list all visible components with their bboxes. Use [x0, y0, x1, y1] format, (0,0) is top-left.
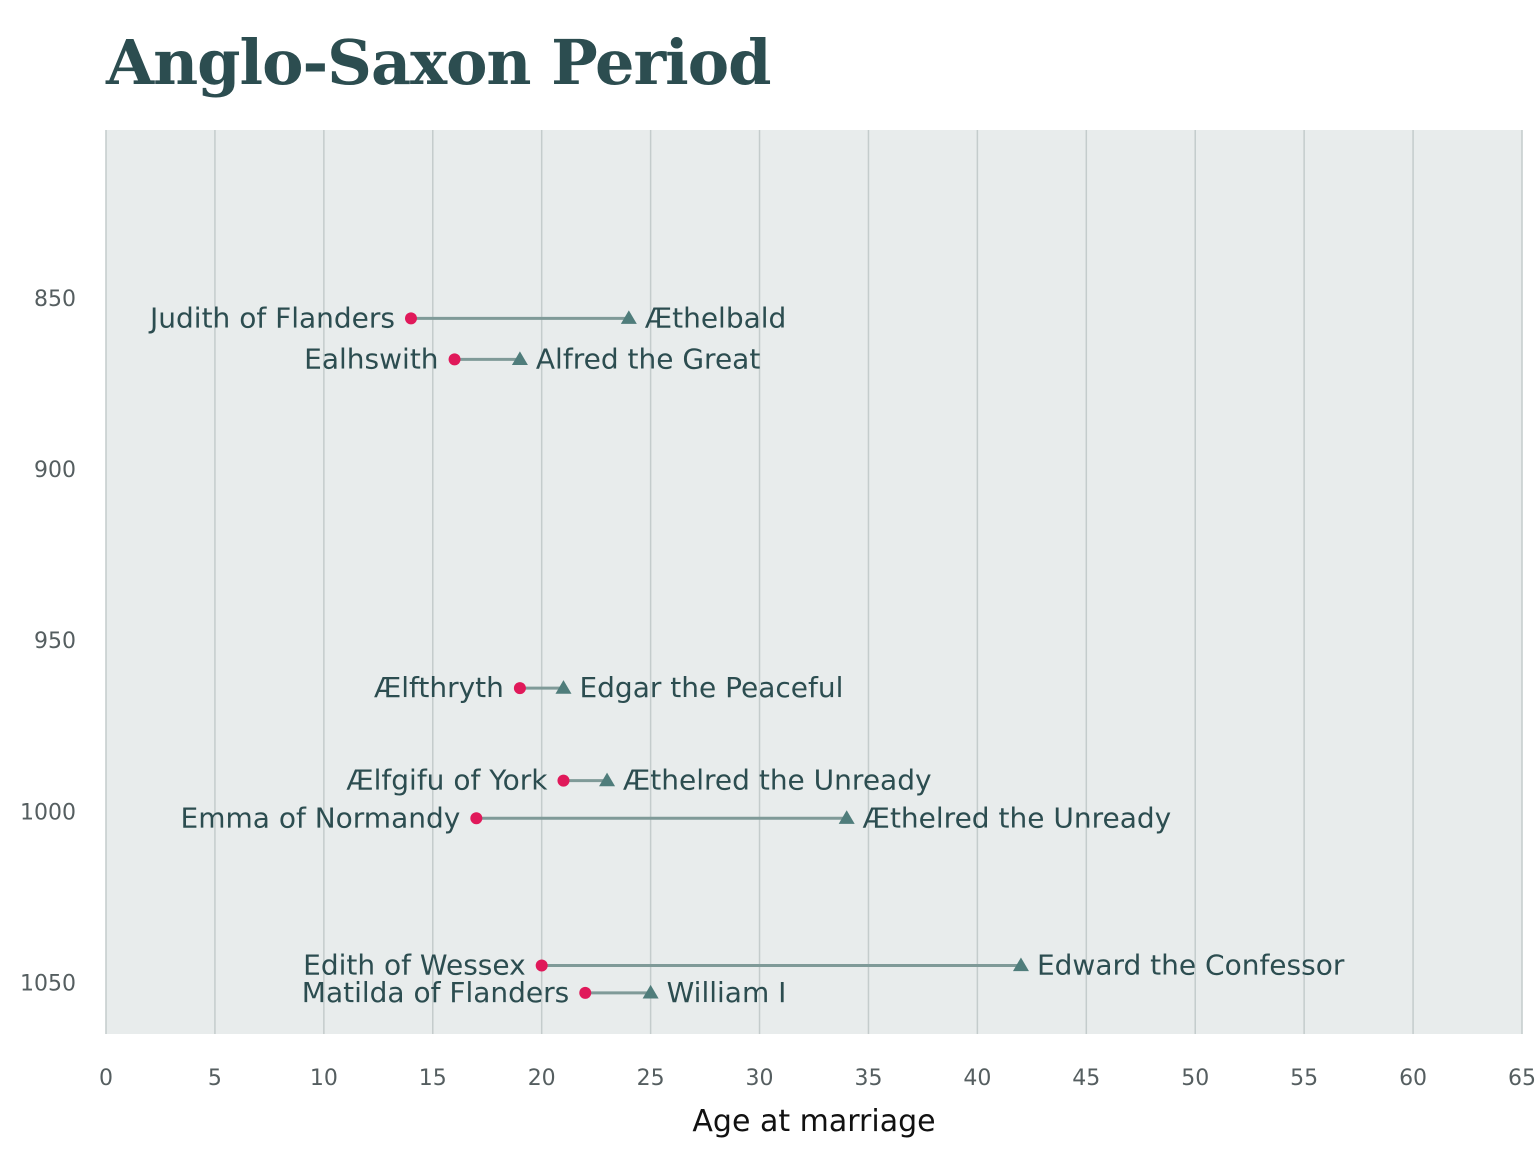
marriage-row: Ælfthryth Edgar the Peaceful	[374, 671, 843, 704]
husband-point	[838, 810, 855, 824]
marriage-row: Matilda of Flanders William I	[302, 976, 787, 1009]
y-tick-label: 950	[34, 629, 76, 654]
husband-label: Æthelred the Unready	[863, 801, 1172, 834]
x-tick-label: 10	[310, 1066, 338, 1091]
x-tick-label: 0	[99, 1066, 113, 1091]
x-tick-label: 45	[1072, 1066, 1100, 1091]
y-tick-label: 900	[34, 458, 76, 483]
x-tick-label: 20	[528, 1066, 556, 1091]
husband-label: Edgar the Peaceful	[579, 671, 843, 704]
y-tick-label: 850	[34, 287, 76, 312]
y-tick-label: 1050	[20, 972, 76, 997]
x-tick-label: 40	[963, 1066, 991, 1091]
wife-point	[470, 812, 483, 825]
husband-point	[555, 680, 572, 694]
x-tick-label: 50	[1181, 1066, 1209, 1091]
x-tick-label: 65	[1508, 1066, 1536, 1091]
husband-label: Æthelbald	[645, 301, 787, 334]
x-tick-label: 30	[746, 1066, 774, 1091]
marriage-row: Ælfgifu of York Æthelred the Unready	[346, 764, 931, 797]
grid-lines	[105, 130, 1523, 1034]
husband-point	[642, 984, 659, 999]
husband-point	[1012, 957, 1029, 972]
wife-label: Judith of Flanders	[148, 301, 395, 334]
x-tick-label: 55	[1290, 1066, 1318, 1091]
wife-point	[448, 353, 461, 366]
wife-label: Edith of Wessex	[303, 949, 526, 982]
husband-point	[511, 351, 528, 366]
wife-point	[557, 774, 570, 787]
husband-label: Æthelred the Unready	[623, 764, 932, 797]
wife-point	[535, 959, 548, 972]
wife-point	[513, 682, 526, 695]
husband-point	[599, 772, 616, 787]
husband-label: Alfred the Great	[536, 342, 760, 375]
x-tick-label: 25	[637, 1066, 665, 1091]
wife-label: Ealhswith	[304, 342, 438, 375]
plot-panel	[106, 130, 1522, 1034]
marriage-row: Edith of Wessex Edward the Confessor	[303, 949, 1345, 982]
chart-title: Anglo-Saxon Period	[106, 26, 771, 99]
x-tick-labels: 0 5 10 15 20 25 30 35 40 45 50 55 60 65	[99, 1066, 1536, 1091]
husband-label: Edward the Confessor	[1037, 949, 1345, 982]
x-tick-label: 5	[208, 1066, 222, 1091]
husband-point	[620, 310, 637, 324]
x-tick-label: 60	[1399, 1066, 1427, 1091]
y-tick-labels: 850 900 950 1000 1050	[20, 287, 76, 997]
wife-point	[404, 312, 417, 325]
marriage-row: Emma of Normandy Æthelred the Unready	[181, 801, 1172, 834]
wife-point	[579, 986, 592, 999]
x-tick-label: 15	[419, 1066, 447, 1091]
wife-label: Emma of Normandy	[181, 801, 461, 834]
husband-label: William I	[667, 976, 787, 1009]
y-tick-label: 1000	[20, 800, 76, 825]
x-axis-title: Age at marriage	[692, 1104, 935, 1139]
wife-label: Matilda of Flanders	[302, 976, 569, 1009]
marriage-row: Judith of Flanders Æthelbald	[148, 301, 786, 334]
marriage-marks: Judith of Flanders Æthelbald Ealhswith Alfr…	[148, 301, 1345, 1009]
marriage-row: Ealhswith Alfred the Great	[304, 342, 760, 375]
wife-label: Ælfgifu of York	[346, 764, 548, 797]
wife-label: Ælfthryth	[374, 671, 504, 704]
x-tick-label: 35	[854, 1066, 882, 1091]
